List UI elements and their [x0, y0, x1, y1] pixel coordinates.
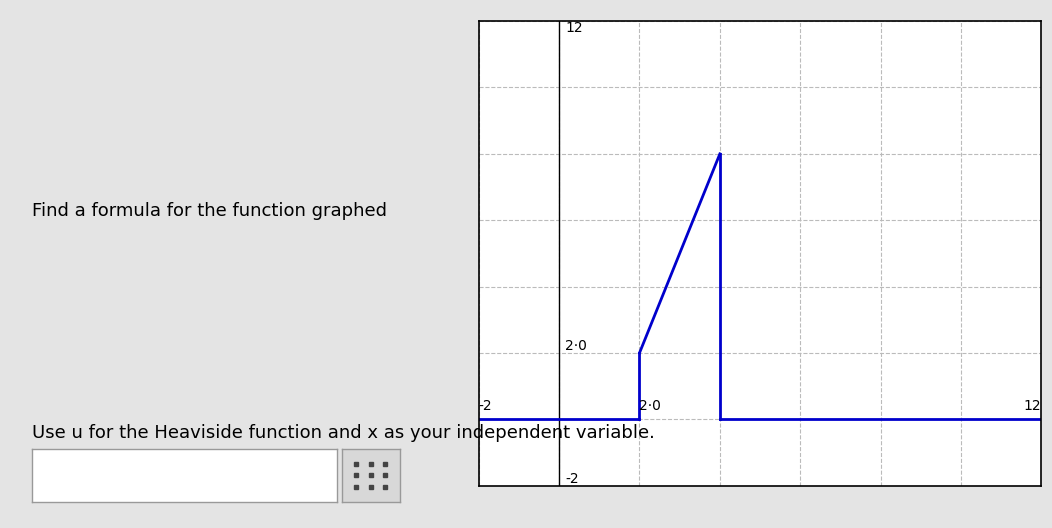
Text: 12: 12: [565, 21, 583, 35]
Text: 12: 12: [1024, 399, 1041, 413]
Text: -2: -2: [479, 399, 492, 413]
Text: 2⋅0: 2⋅0: [640, 399, 662, 413]
Text: Find a formula for the function graphed: Find a formula for the function graphed: [32, 202, 386, 220]
Text: Use u for the Heaviside function and x as your independent variable.: Use u for the Heaviside function and x a…: [32, 424, 654, 442]
Text: -2: -2: [565, 472, 579, 486]
Text: 2⋅0: 2⋅0: [565, 339, 587, 353]
